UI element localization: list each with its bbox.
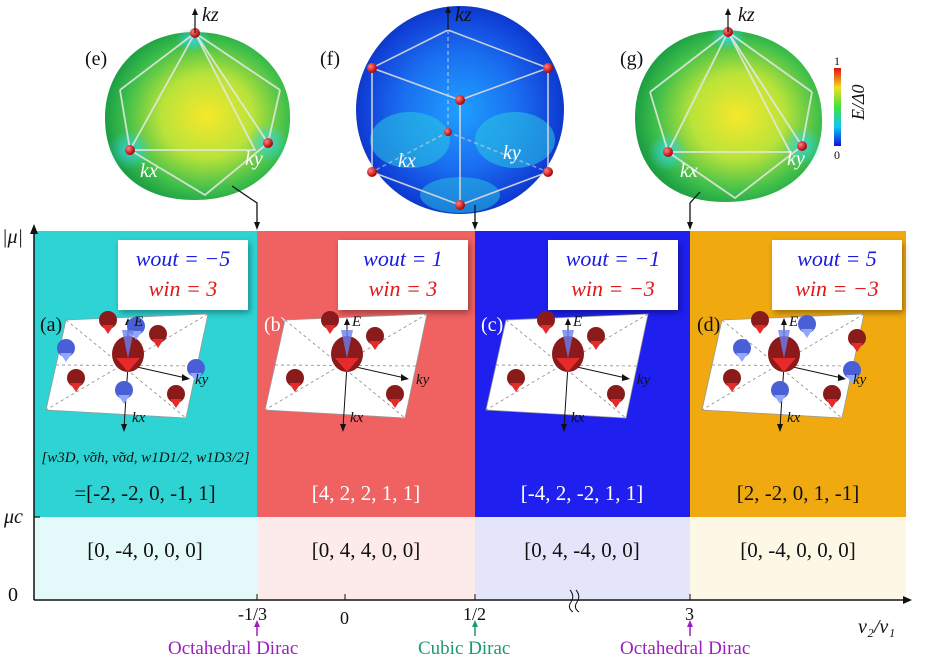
lower-vector-c: [0, 4, -4, 0, 0] <box>524 538 640 562</box>
sphere-g-label: (g) <box>620 48 644 70</box>
sphere-g <box>635 8 823 202</box>
lower-vector-b: [0, 4, 4, 0, 0] <box>311 538 421 562</box>
sphere-e-label: (e) <box>85 48 108 70</box>
inset-c-E: E <box>573 314 583 330</box>
colorbar <box>834 68 841 146</box>
inset-c-ky: ky <box>637 372 651 388</box>
panel-label-a: (a) <box>40 314 63 336</box>
kz-label-f: kz <box>455 4 472 26</box>
kz-label-e: kz <box>202 4 219 26</box>
panel-label-b: (b) <box>264 314 288 336</box>
transition-octahedral-left: Octahedral Dirac <box>168 638 299 659</box>
w-out-b: wout = 1 <box>363 246 443 271</box>
spheres-layer <box>105 6 841 230</box>
vector-header: [w3D, ν̃σh, ν̃σd, w1D1/2, w1D3/2] <box>41 450 250 466</box>
lower-panel-c <box>475 517 690 599</box>
mu-c-label: μc <box>4 506 23 528</box>
ky-label-f: ky <box>503 142 521 164</box>
upper-vector-d: [2, -2, 0, 1, -1] <box>736 481 860 505</box>
lower-panel-d <box>690 517 906 599</box>
w-in-c: win = −3 <box>571 276 655 301</box>
inset-b-E: E <box>352 314 362 330</box>
lower-vector-d: [0, -4, 0, 0, 0] <box>740 538 856 562</box>
sphere-f <box>356 6 564 214</box>
upper-vector-a: =[-2, -2, 0, -1, 1] <box>74 481 216 505</box>
winding-box-b: wout = 1 win = 3 <box>338 240 468 310</box>
inset-a <box>45 311 209 433</box>
w-out-d: wout = 5 <box>797 246 877 271</box>
ky-label-g: ky <box>787 148 805 170</box>
x-tick-zero: 0 <box>340 608 349 628</box>
y-zero-label: 0 <box>8 584 18 606</box>
winding-box-d: wout = 5 win = −3 <box>772 240 902 310</box>
y-axis-label: |μ| <box>2 226 24 248</box>
sphere-e <box>105 8 291 200</box>
x-axis-label: v₂/v₁ <box>858 616 896 638</box>
inset-b-ky: ky <box>416 372 430 388</box>
winding-box-c: wout = −1 win = −3 <box>548 240 678 310</box>
w-out-c: wout = −1 <box>565 246 661 271</box>
kx-label-f: kx <box>398 150 416 172</box>
inset-d-E: E <box>789 314 799 330</box>
inset-a-kx: kx <box>132 410 146 426</box>
sphere-f-label: (f) <box>320 48 340 70</box>
lower-vector-a: [0, -4, 0, 0, 0] <box>87 538 203 562</box>
inset-a-E: E <box>134 314 144 330</box>
upper-vector-c: [-4, 2, -2, 1, 1] <box>520 481 644 505</box>
colorbar-max: 1 <box>834 54 840 68</box>
transition-cubic: Cubic Dirac <box>418 638 511 659</box>
inset-d-ky: ky <box>853 372 867 388</box>
w-in-d: win = −3 <box>795 276 879 301</box>
panel-label-c: (c) <box>481 314 504 336</box>
x-tick-half: 1/2 <box>463 604 487 624</box>
kz-label-g: kz <box>738 4 755 26</box>
upper-vector-b: [4, 2, 2, 1, 1] <box>311 481 421 505</box>
kx-label-g: kx <box>680 160 698 182</box>
inset-c <box>485 311 649 433</box>
transition-octahedral-right: Octahedral Dirac <box>620 638 751 659</box>
inset-a-ky: ky <box>195 372 209 388</box>
w-in-a: win = 3 <box>148 276 218 301</box>
sphere-connectors <box>231 185 701 224</box>
w-out-a: wout = −5 <box>135 246 231 271</box>
winding-box-a: wout = −5 win = 3 <box>118 240 248 310</box>
inset-c-kx: kx <box>571 410 585 426</box>
lower-panel-b <box>257 517 475 599</box>
kx-label-e: kx <box>140 160 158 182</box>
lower-panel-a <box>34 517 257 599</box>
inset-d <box>701 311 866 433</box>
inset-d-kx: kx <box>787 410 801 426</box>
ky-label-e: ky <box>245 148 263 170</box>
inset-b <box>264 311 428 433</box>
x-tick-neg-third: -1/3 <box>238 604 267 624</box>
inset-b-kx: kx <box>350 410 364 426</box>
w-in-b: win = 3 <box>368 276 438 301</box>
panel-label-d: (d) <box>697 314 721 336</box>
x-tick-three: 3 <box>685 604 694 624</box>
colorbar-min: 0 <box>834 148 840 162</box>
